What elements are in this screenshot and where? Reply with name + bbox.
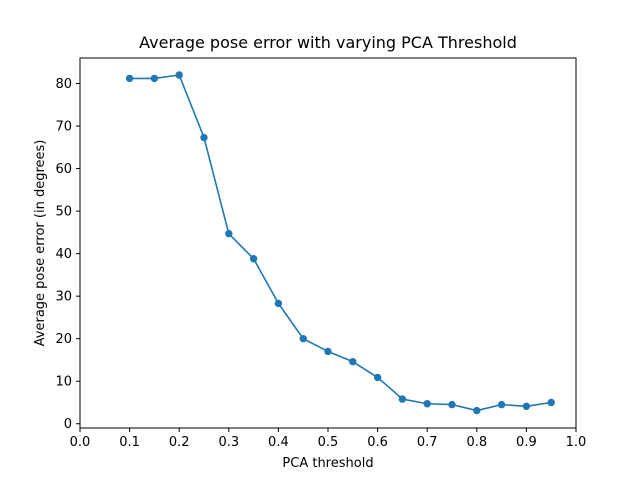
y-tick-label: 80 — [55, 77, 72, 92]
data-point — [473, 406, 481, 415]
x-tick-label: 0.1 — [119, 435, 140, 450]
data-point — [200, 133, 208, 142]
x-axis-ticks: 0.0 0.1 0.2 0.3 0.4 0.5 0.6 0.7 0.8 0.9 1.0 — [70, 428, 587, 450]
y-axis-label: Average pose error (in degrees) — [33, 140, 48, 347]
x-tick-label: 0.9 — [516, 435, 537, 450]
y-tick-label: 10 — [55, 375, 72, 390]
data-point — [274, 299, 283, 308]
x-tick-label: 0.0 — [70, 435, 91, 450]
x-axis-label: PCA threshold — [282, 456, 373, 471]
x-tick-label: 1.0 — [566, 435, 587, 450]
chart-title: Average pose error with varying PCA Thre… — [139, 33, 517, 52]
data-point — [398, 395, 407, 403]
axes-frame — [79, 57, 577, 429]
y-tick-label: 50 — [55, 205, 72, 220]
y-tick-label: 20 — [55, 332, 72, 347]
data-point — [225, 229, 233, 238]
y-tick-label: 60 — [55, 162, 72, 177]
data-point — [175, 71, 183, 79]
plot-area — [125, 71, 555, 415]
data-point — [150, 74, 159, 83]
data-point — [249, 255, 258, 263]
data-point — [497, 400, 506, 409]
x-tick-label: 0.4 — [268, 435, 289, 450]
y-tick-label: 40 — [55, 247, 72, 262]
data-point — [349, 357, 357, 366]
y-tick-label: 30 — [55, 290, 72, 305]
x-tick-label: 0.8 — [466, 435, 487, 450]
data-point — [299, 334, 307, 343]
data-point — [423, 400, 431, 408]
x-tick-label: 0.7 — [417, 435, 438, 450]
series-line — [129, 74, 552, 412]
data-point — [522, 402, 531, 411]
data-point — [324, 347, 332, 356]
x-tick-label: 0.6 — [367, 435, 388, 450]
data-point — [547, 398, 555, 407]
x-tick-label: 0.5 — [318, 435, 339, 450]
x-tick-label: 0.2 — [169, 435, 190, 450]
x-tick-label: 0.3 — [218, 435, 239, 450]
data-point — [125, 74, 134, 83]
data-point — [448, 400, 456, 409]
data-point — [373, 373, 382, 382]
y-tick-label: 0 — [64, 417, 72, 432]
y-axis-ticks: 0 10 20 30 40 50 60 70 80 — [55, 77, 80, 432]
y-tick-label: 70 — [55, 120, 72, 135]
